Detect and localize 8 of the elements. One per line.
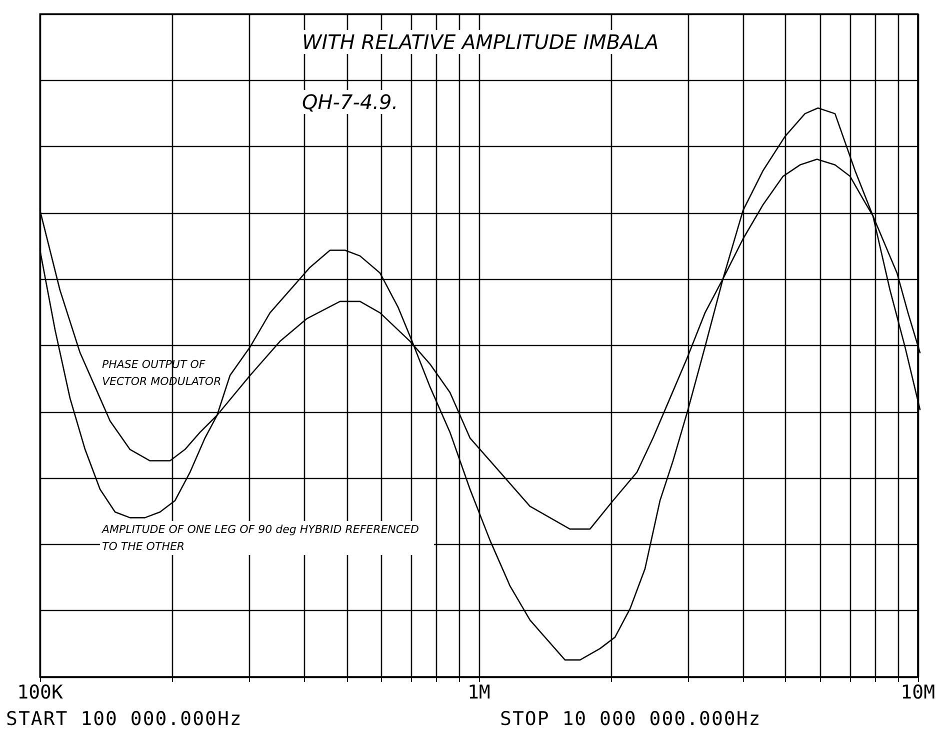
x-tick-label: 10M xyxy=(900,682,936,704)
text: WITH RELATIVE AMPLITUDE IMBALA xyxy=(300,30,661,54)
x-tick-label: 100K xyxy=(17,682,64,704)
series-label: AMPLITUDE OF ONE LEG OF 90 deg HYBRID REFERENCED TO THE OTHER xyxy=(100,521,434,555)
text: START 100 000.000Hz xyxy=(4,708,244,730)
text: STOP 10 000 000.000Hz xyxy=(498,708,764,730)
annotation: QH-7-4.9. xyxy=(300,90,400,114)
x-tick-label: 1M xyxy=(467,682,490,704)
